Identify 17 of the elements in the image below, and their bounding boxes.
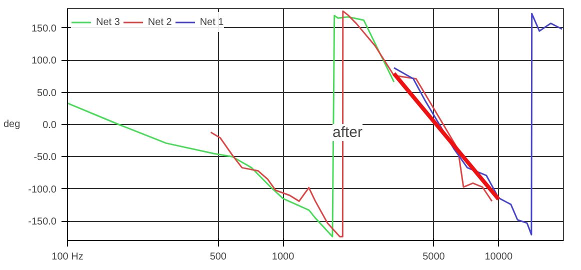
- y-tick-label: 150.0: [31, 23, 57, 34]
- legend-label: Net 1: [200, 16, 224, 28]
- x-tick-label: 100 Hz: [52, 252, 84, 262]
- y-tick-label: 0.0: [42, 120, 57, 131]
- legend-label: Net 2: [148, 16, 172, 28]
- y-tick-label: -100.0: [28, 184, 57, 196]
- x-tick-label: 10000: [484, 252, 513, 262]
- y-tick-label: -150.0: [28, 216, 57, 228]
- y-tick-label: 100.0: [31, 56, 57, 67]
- x-tick-label: 500: [210, 252, 227, 262]
- y-axis-title: deg: [3, 119, 20, 130]
- legend-label: Net 3: [96, 16, 120, 28]
- y-tick-label: -50.0: [34, 152, 57, 164]
- x-tick-label: 5000: [422, 252, 446, 262]
- annotation: after: [332, 124, 363, 141]
- y-tick-label: 50.0: [37, 88, 57, 99]
- x-tick-label: 1000: [272, 252, 295, 262]
